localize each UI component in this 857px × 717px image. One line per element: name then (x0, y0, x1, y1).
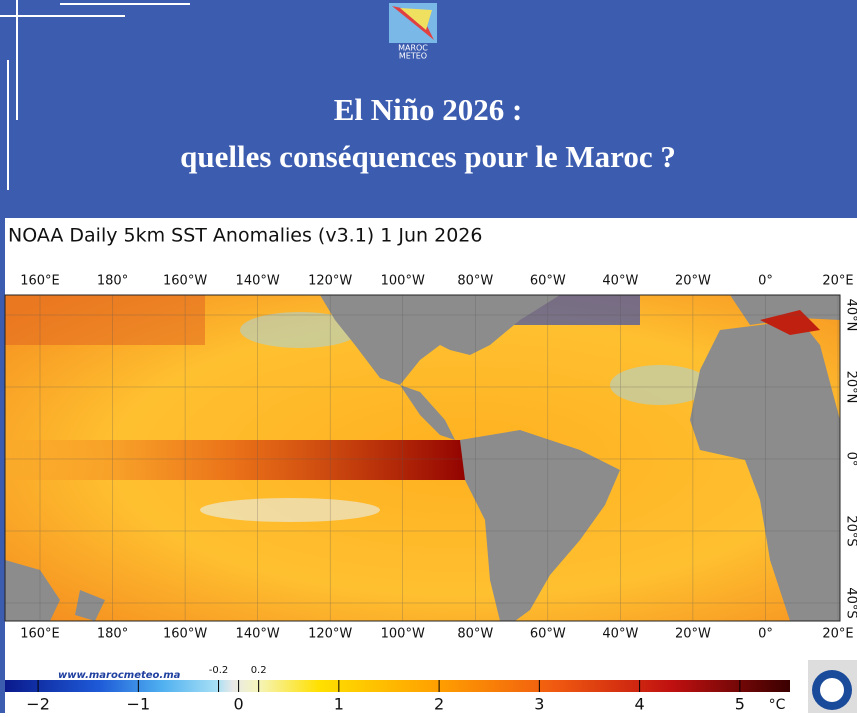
colorbar-label: 2 (434, 695, 444, 714)
lon-label: 120°W (308, 274, 352, 289)
lon-label: 180° (97, 627, 128, 642)
lon-label: 20°E (822, 627, 853, 642)
lon-label: 80°W (457, 627, 493, 642)
lat-label: 20°S (844, 515, 857, 546)
lon-label: 180° (97, 274, 128, 289)
website: www.marocmeteo.ma (58, 670, 181, 681)
colorbar-label: 3 (534, 695, 544, 714)
lon-label: 60°W (530, 274, 566, 289)
colorbar-label: 0 (234, 695, 244, 714)
lon-label: 60°W (530, 627, 566, 642)
colorbar-label: 4 (635, 695, 645, 714)
lat-label: 20°N (844, 371, 857, 404)
lat-label: 40°S (844, 587, 857, 618)
headline: El Niño 2026 : (334, 92, 523, 127)
lon-label: 160°E (20, 627, 60, 642)
side-band (0, 218, 5, 713)
logo-text: METEO (399, 52, 427, 61)
lon-label: 80°W (457, 274, 493, 289)
lon-label: 20°W (675, 627, 711, 642)
colorbar (5, 680, 790, 692)
lon-label: 160°W (163, 627, 207, 642)
colorbar-label: 1 (334, 695, 344, 714)
colorbar-minor-label: -0.2 (209, 665, 229, 676)
lon-label: 140°W (236, 274, 280, 289)
lat-label: 0° (844, 452, 857, 467)
lon-label: 140°W (236, 627, 280, 642)
headline: quelles conséquences pour le Maroc ? (180, 139, 676, 174)
lon-label: 20°W (675, 274, 711, 289)
colorbar-unit: °C (769, 697, 786, 713)
map-title: NOAA Daily 5km SST Anomalies (v3.1) 1 Ju… (8, 225, 482, 247)
lat-label: 40°N (844, 299, 857, 332)
lon-label: 160°W (163, 274, 207, 289)
noaa-logo (808, 660, 857, 713)
map (5, 295, 840, 621)
colorbar-label: 5 (735, 695, 745, 714)
lon-label: 100°W (381, 627, 425, 642)
lon-label: 20°E (822, 274, 853, 289)
colorbar-label: −2 (26, 695, 50, 714)
lon-label: 40°W (602, 627, 638, 642)
lon-label: 40°W (602, 274, 638, 289)
colorbar-label: −1 (127, 695, 151, 714)
lon-label: 0° (758, 627, 773, 642)
lon-label: 120°W (308, 627, 352, 642)
lon-label: 100°W (381, 274, 425, 289)
colorbar-minor-label: 0.2 (251, 665, 267, 676)
lon-label: 160°E (20, 274, 60, 289)
lon-label: 0° (758, 274, 773, 289)
